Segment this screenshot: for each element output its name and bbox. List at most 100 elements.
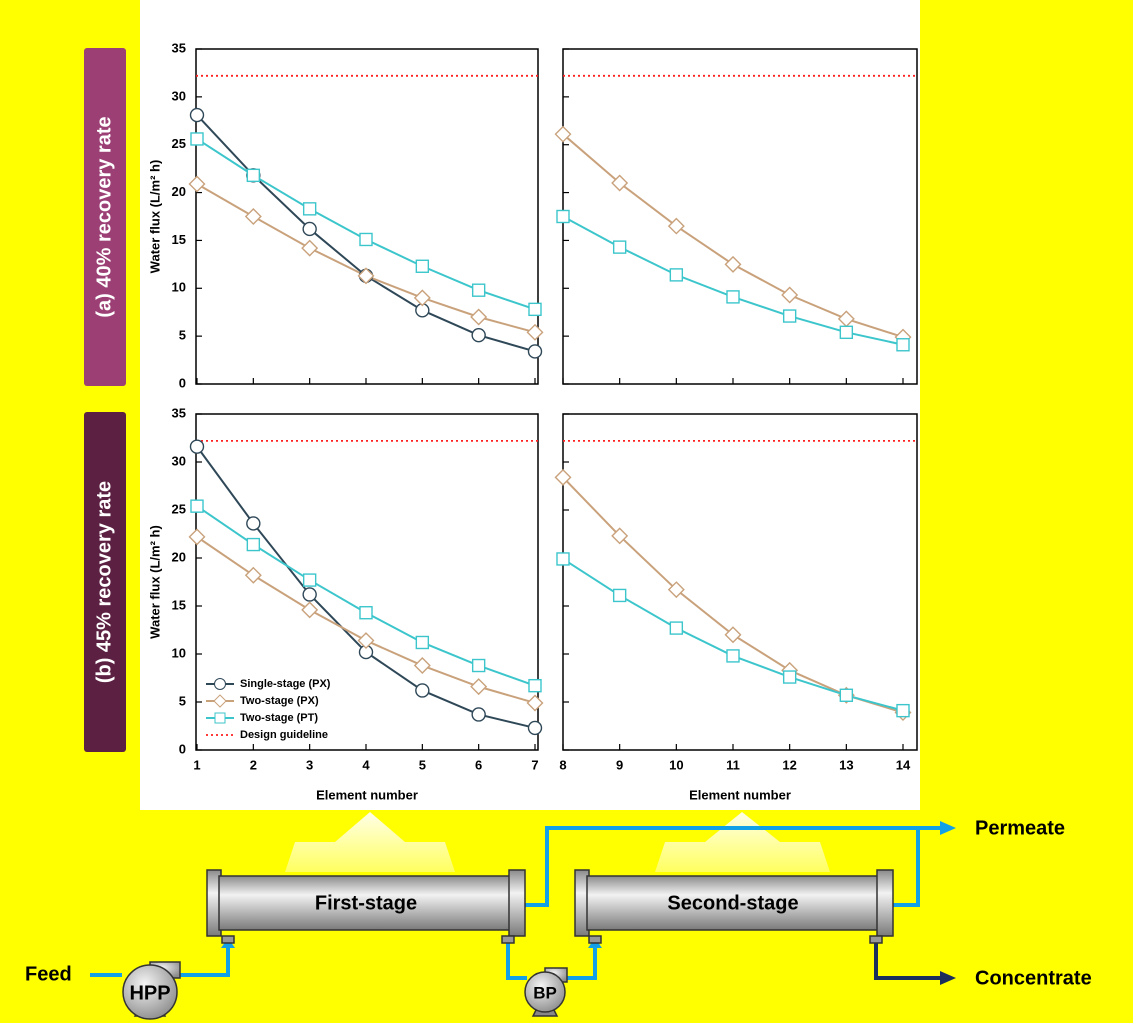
marker <box>526 694 544 712</box>
flux-arrow <box>285 812 455 872</box>
marker <box>246 516 261 531</box>
legend: Single-stage (PX) Two-stage (PX) Two-stage… <box>206 678 331 741</box>
marker <box>244 208 262 225</box>
row-label: (b) 45% recovery rate <box>93 481 115 683</box>
marker <box>415 683 430 698</box>
feed-pipe <box>178 946 230 977</box>
brine-pipe <box>565 946 597 980</box>
y-tick-label: 30 <box>172 88 186 103</box>
y-axis-label: Water flux (L/m² h) <box>147 525 162 639</box>
marker <box>301 239 319 257</box>
marker <box>896 703 910 718</box>
nozzle <box>869 935 883 944</box>
legend-label: Single-stage (PX) <box>240 678 331 690</box>
y-tick-label: 20 <box>172 549 186 564</box>
marker <box>669 621 684 635</box>
marker <box>726 649 740 663</box>
marker <box>471 327 486 343</box>
marker <box>782 670 797 684</box>
marker <box>526 323 544 341</box>
plot-frame <box>562 413 918 751</box>
legend-label: Design guideline <box>240 729 328 741</box>
x-tick-label: 13 <box>839 757 853 772</box>
marker <box>896 338 910 352</box>
y-tick-label: 10 <box>172 280 186 295</box>
legend-marker <box>213 694 227 708</box>
nozzle <box>221 935 235 944</box>
marker <box>189 107 205 123</box>
x-tick-label: 8 <box>559 757 566 772</box>
vessel-label: Second-stage <box>667 892 798 914</box>
marker <box>244 566 262 584</box>
pump-label: HPP <box>129 982 170 1004</box>
marker <box>612 240 627 254</box>
marker <box>188 175 206 193</box>
marker <box>470 678 488 696</box>
x-tick-label: 11 <box>726 757 740 772</box>
x-tick-label: 5 <box>419 757 426 772</box>
marker <box>357 632 375 650</box>
vessel-cap <box>876 869 894 937</box>
brine-pipe <box>506 940 527 980</box>
pump-label: BP <box>533 983 557 1002</box>
marker <box>528 302 542 317</box>
marker <box>246 168 261 183</box>
pump <box>122 964 178 1020</box>
permeate-pipe <box>893 828 920 907</box>
y-tick-label: 0 <box>179 741 186 756</box>
marker <box>667 217 685 235</box>
marker <box>556 209 570 224</box>
marker <box>527 344 543 359</box>
y-tick-label: 20 <box>172 184 186 199</box>
nozzle <box>588 935 602 944</box>
row-label-box <box>84 48 126 386</box>
marker <box>415 635 430 650</box>
y-tick-label: 15 <box>172 597 186 612</box>
marker <box>554 125 572 143</box>
permeate-pipe <box>525 826 940 907</box>
y-tick-label: 25 <box>172 136 186 151</box>
marker <box>528 678 542 693</box>
marker <box>413 657 431 675</box>
y-axis-label: Water flux (L/m² h) <box>147 160 162 274</box>
marker <box>556 552 570 566</box>
feed-label: Feed <box>25 963 72 985</box>
marker <box>302 573 317 587</box>
legend-marker <box>214 678 226 690</box>
marker <box>726 290 740 304</box>
y-tick-label: 10 <box>172 645 186 660</box>
y-tick-label: 25 <box>172 501 186 516</box>
row-label: (a) 40% recovery rate <box>93 116 115 317</box>
vessel-cap <box>508 869 526 937</box>
marker <box>554 468 572 486</box>
marker <box>189 439 205 454</box>
x-tick-label: 4 <box>362 757 370 772</box>
flux-arrow <box>655 812 830 872</box>
arrow-head <box>940 971 956 985</box>
legend-label: Two-stage (PT) <box>240 712 318 724</box>
y-tick-label: 0 <box>179 375 186 390</box>
x-tick-label: 9 <box>616 757 623 772</box>
marker <box>246 537 261 552</box>
x-axis-label: Element number <box>689 787 791 802</box>
plot-frame <box>195 413 539 751</box>
marker <box>357 267 375 285</box>
marker <box>611 527 629 545</box>
marker <box>415 259 430 273</box>
y-tick-label: 5 <box>179 693 186 708</box>
x-tick-label: 3 <box>306 757 313 772</box>
permeate-label: Permeate <box>975 817 1065 839</box>
marker <box>724 626 742 644</box>
y-tick-label: 35 <box>172 405 186 420</box>
nozzle <box>501 935 515 944</box>
marker <box>413 289 431 307</box>
marker <box>839 325 854 340</box>
x-axis-label: Element number <box>316 787 418 802</box>
marker <box>612 588 627 603</box>
marker <box>839 688 854 702</box>
concentrate-pipe <box>874 940 940 980</box>
y-tick-label: 30 <box>172 453 186 468</box>
marker <box>471 658 486 673</box>
y-tick-label: 35 <box>172 40 186 55</box>
